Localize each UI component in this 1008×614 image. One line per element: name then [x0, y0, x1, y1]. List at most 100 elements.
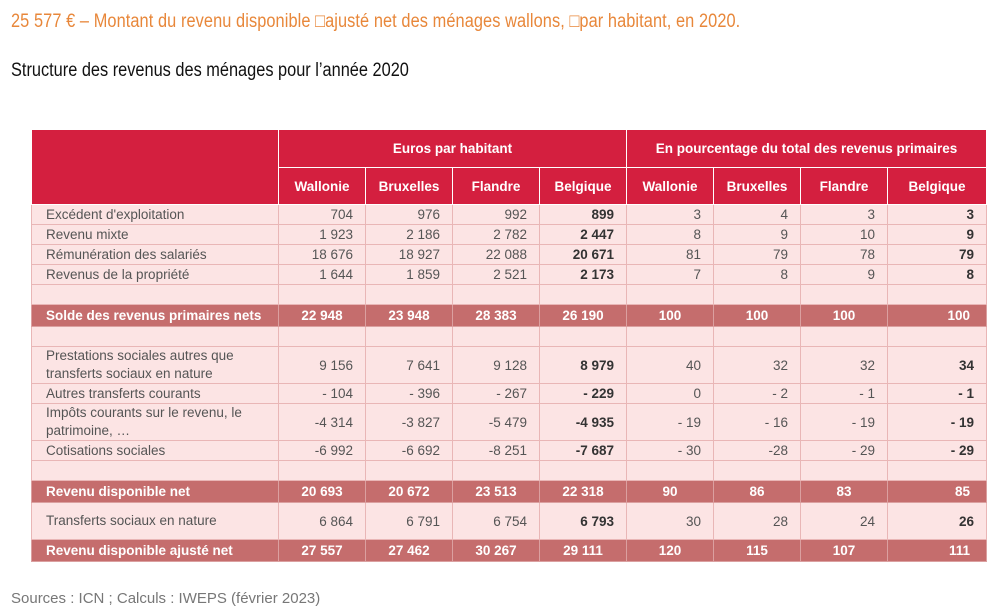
col-header-belgique-pct: Belgique	[887, 167, 988, 205]
cell-value: 107	[800, 539, 889, 562]
col-header-bruxelles-pct: Bruxelles	[713, 167, 802, 205]
cell-value: 899	[538, 204, 628, 225]
cell-value: 3	[626, 204, 715, 225]
cell-value: - 30	[626, 440, 715, 461]
cell-value: 9	[887, 224, 988, 245]
table-row: Impôts courants sur le revenu, le patrim…	[31, 403, 988, 441]
cell-value: 86	[713, 480, 802, 503]
cell-value: 34	[887, 346, 988, 384]
cell-value: 976	[365, 204, 453, 225]
cell-value: 85	[887, 480, 988, 503]
cell-value: 3	[800, 204, 889, 225]
income-structure-table: Euros par habitant En pourcentage du tot…	[31, 130, 988, 562]
total-row: Revenu disponible ajusté net 27 557 27 4…	[31, 539, 988, 562]
total-row: Revenu disponible net 20 693 20 672 23 5…	[31, 480, 988, 503]
total-row: Solde des revenus primaires nets 22 948 …	[31, 304, 988, 327]
cell-value: 8	[626, 224, 715, 245]
total-row-label: Solde des revenus primaires nets	[31, 304, 279, 327]
cell-value: - 16	[713, 403, 802, 441]
cell-value: 6 791	[365, 502, 453, 540]
cell-value: 23 513	[452, 480, 540, 503]
col-header-bruxelles-eur: Bruxelles	[365, 167, 453, 205]
cell-value: 26	[887, 502, 988, 540]
cell-value: -8 251	[452, 440, 540, 461]
cell-value: - 1	[800, 383, 889, 404]
cell-value: 7	[626, 264, 715, 285]
cell-value: 6 793	[538, 502, 628, 540]
cell-value: -5 479	[452, 403, 540, 441]
cell-value: 22 318	[538, 480, 628, 503]
cell-value: - 396	[365, 383, 453, 404]
row-label: Impôts courants sur le revenu, le patrim…	[31, 403, 279, 441]
cell-value: -6 692	[365, 440, 453, 461]
cell-value: 6 864	[278, 502, 366, 540]
col-header-wallonie-eur: Wallonie	[278, 167, 366, 205]
cell-value: 23 948	[365, 304, 453, 327]
table-row: Excédent d'exploitation 704 976 992 899 …	[31, 204, 988, 225]
row-label: Rémunération des salariés	[31, 244, 279, 265]
row-label: Cotisations sociales	[31, 440, 279, 461]
cell-value: 22 088	[452, 244, 540, 265]
source-note: Sources : ICN ; Calculs : IWEPS (février…	[11, 590, 321, 607]
table-row: Rémunération des salariés 18 676 18 927 …	[31, 244, 988, 265]
cell-value: 1 923	[278, 224, 366, 245]
cell-value: 992	[452, 204, 540, 225]
cell-value: 78	[800, 244, 889, 265]
cell-value: 100	[800, 304, 889, 327]
cell-value: 26 190	[538, 304, 628, 327]
cell-value: - 1	[887, 383, 988, 404]
col-header-flandre-eur: Flandre	[452, 167, 540, 205]
table-row: Transferts sociaux en nature 6 864 6 791…	[31, 502, 988, 540]
cell-value: - 19	[887, 403, 988, 441]
cell-value: 24	[800, 502, 889, 540]
cell-value: 8	[713, 264, 802, 285]
cell-value: -7 687	[538, 440, 628, 461]
cell-value: 2 447	[538, 224, 628, 245]
cell-value: 27 462	[365, 539, 453, 562]
cell-value: 2 186	[365, 224, 453, 245]
cell-value: 3	[887, 204, 988, 225]
cell-value: - 19	[800, 403, 889, 441]
cell-value: 20 693	[278, 480, 366, 503]
group-header-euros: Euros par habitant	[278, 130, 628, 168]
column-header-row: Wallonie Bruxelles Flandre Belgique Wall…	[32, 167, 988, 205]
cell-value: -4 935	[538, 403, 628, 441]
cell-value: 9 156	[278, 346, 366, 384]
cell-value: 2 782	[452, 224, 540, 245]
cell-value: 2 173	[538, 264, 628, 285]
cell-value: 20 672	[365, 480, 453, 503]
cell-value: 28 383	[452, 304, 540, 327]
cell-value: 28	[713, 502, 802, 540]
cell-value: 83	[800, 480, 889, 503]
spacer-row	[31, 460, 988, 481]
cell-value: -4 314	[278, 403, 366, 441]
group-header-percent: En pourcentage du total des revenus prim…	[626, 130, 988, 168]
spacer-row	[31, 326, 988, 347]
total-row-label: Revenu disponible net	[31, 480, 279, 503]
cell-value: 8 979	[538, 346, 628, 384]
cell-value: - 267	[452, 383, 540, 404]
income-table-wrapper: Euros par habitant En pourcentage du tot…	[31, 130, 988, 562]
group-header-row: Euros par habitant En pourcentage du tot…	[31, 130, 988, 205]
row-label: Transferts sociaux en nature	[31, 502, 279, 540]
cell-value: 32	[800, 346, 889, 384]
table-row: Cotisations sociales -6 992 -6 692 -8 25…	[31, 440, 988, 461]
table-row: Prestations sociales autres que transfer…	[31, 346, 988, 384]
cell-value: 20 671	[538, 244, 628, 265]
cell-value: - 2	[713, 383, 802, 404]
cell-value: 9	[713, 224, 802, 245]
header-blank-cell	[31, 130, 279, 205]
cell-value: 115	[713, 539, 802, 562]
cell-value: 22 948	[278, 304, 366, 327]
cell-value: -28	[713, 440, 802, 461]
cell-value: 100	[887, 304, 988, 327]
cell-value: 100	[626, 304, 715, 327]
cell-value: - 29	[887, 440, 988, 461]
cell-value: 9	[800, 264, 889, 285]
cell-value: 30	[626, 502, 715, 540]
row-label: Excédent d'exploitation	[31, 204, 279, 225]
subtitle: Structure des revenus des ménages pour l…	[11, 60, 409, 81]
cell-value: 30 267	[452, 539, 540, 562]
row-label: Revenus de la propriété	[31, 264, 279, 285]
cell-value: - 104	[278, 383, 366, 404]
